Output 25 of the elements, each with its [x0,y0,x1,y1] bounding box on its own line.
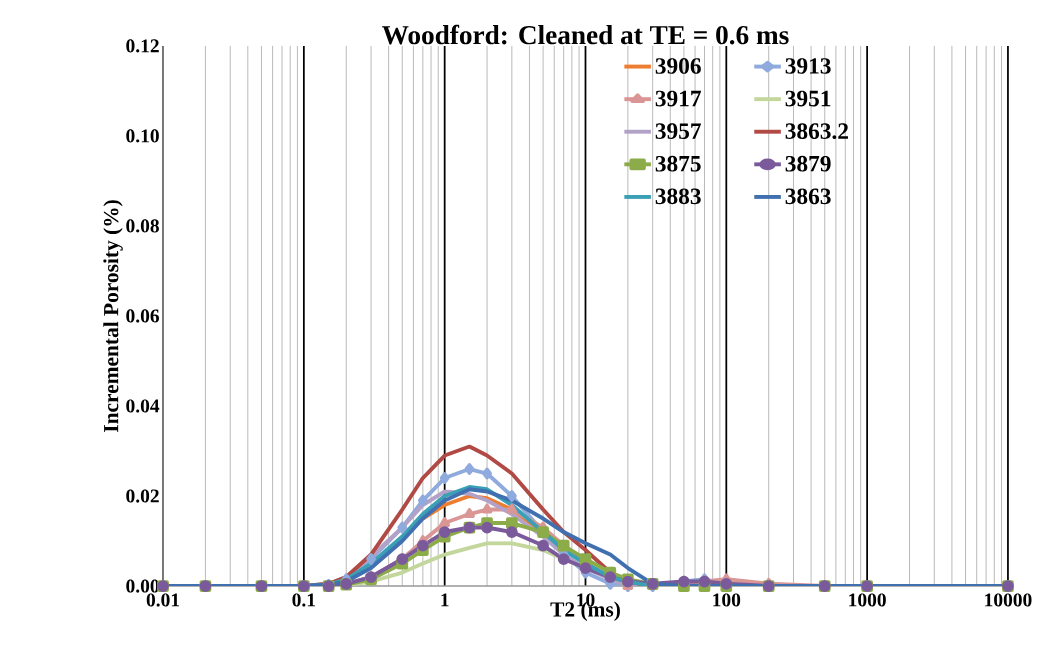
y-tick-label: 0.12 [126,39,159,53]
x-tick-label: 10000 [985,593,1032,607]
x-tick-label: 0.01 [146,593,180,607]
legend-label: 3913 [785,57,831,74]
x-tick-label: 1000 [849,593,886,607]
y-tick-label: 0.04 [126,399,160,413]
y-tick-label: 0.02 [126,489,159,503]
legend-label: 3863 [785,188,831,204]
legend-label: 3957 [655,123,701,139]
y-tick-label: 0.06 [126,309,160,323]
legend-label: 3879 [785,155,831,172]
legend-label: 3951 [785,90,831,107]
x-tick-label: 1 [441,593,449,607]
legend-label: 3875 [655,155,701,172]
x-tick-label: 100 [713,593,741,607]
y-tick-label: 0.10 [126,129,159,143]
legend-label: 3917 [655,90,701,107]
legend-label: 3906 [655,57,701,74]
x-tick-label: 0.1 [292,593,316,607]
y-tick-label: 0.08 [126,219,159,233]
y-axis-title: Incremental Porosity (%) [103,199,123,432]
chart-title: Woodford: Cleaned at TE = 0.6 ms [382,24,789,45]
legend-label: 3863.2 [785,123,848,139]
y-tick-label: 0.00 [126,579,159,593]
legend-label: 3883 [655,188,701,204]
